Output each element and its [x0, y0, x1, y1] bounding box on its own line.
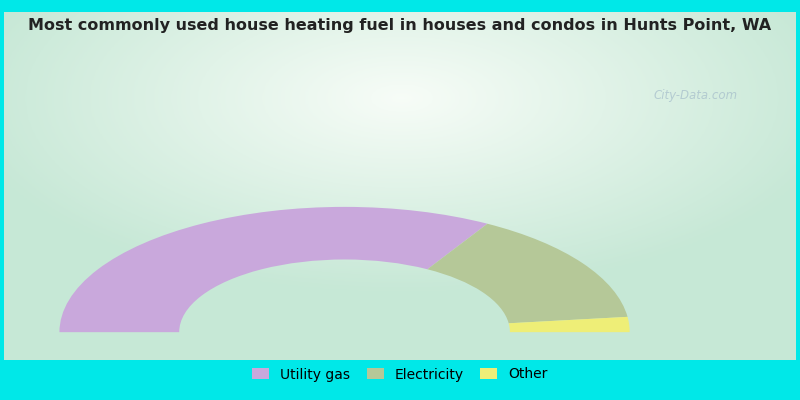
Text: Most commonly used house heating fuel in houses and condos in Hunts Point, WA: Most commonly used house heating fuel in…: [29, 18, 771, 33]
Wedge shape: [509, 317, 630, 332]
Text: City-Data.com: City-Data.com: [654, 90, 738, 102]
Wedge shape: [427, 224, 627, 323]
Wedge shape: [59, 207, 487, 332]
Legend: Utility gas, Electricity, Other: Utility gas, Electricity, Other: [247, 362, 553, 387]
